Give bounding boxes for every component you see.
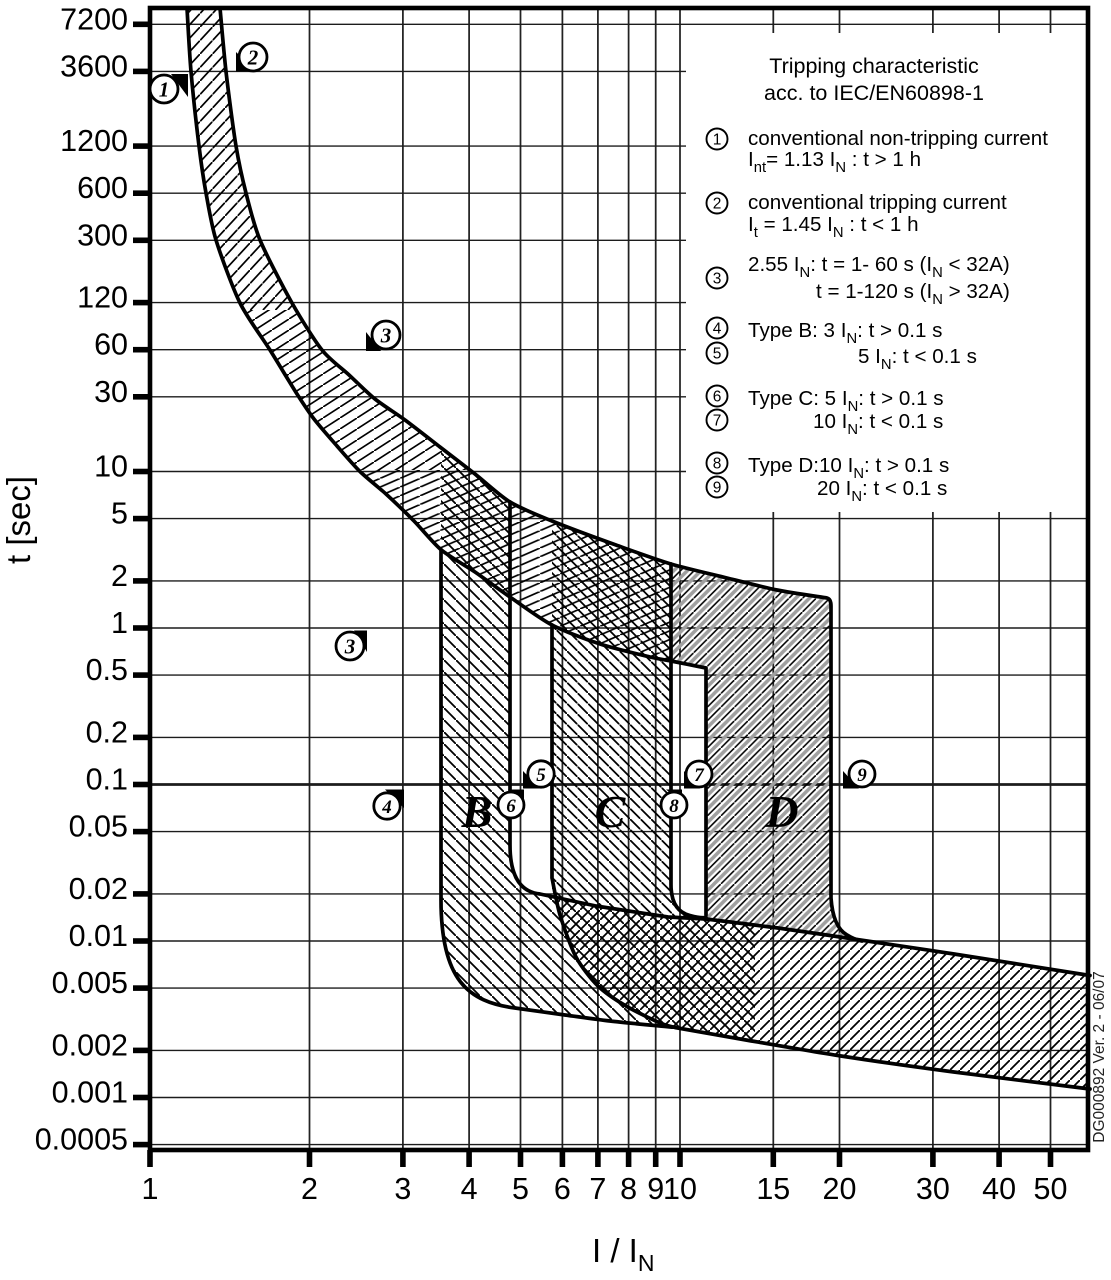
svg-text:0.005: 0.005 xyxy=(52,966,128,1000)
svg-text:5: 5 xyxy=(111,497,128,531)
svg-text:40: 40 xyxy=(982,1172,1016,1206)
svg-text:DG000892 Ver. 2 - 06/07: DG000892 Ver. 2 - 06/07 xyxy=(1091,971,1108,1142)
svg-text:5: 5 xyxy=(713,346,722,363)
svg-text:9: 9 xyxy=(857,765,867,786)
svg-text:3600: 3600 xyxy=(60,49,128,83)
svg-text:2: 2 xyxy=(713,196,722,213)
svg-text:B: B xyxy=(461,786,493,837)
svg-text:0.1: 0.1 xyxy=(86,763,128,797)
svg-text:2: 2 xyxy=(111,559,128,593)
svg-text:5: 5 xyxy=(512,1172,529,1206)
svg-text:4: 4 xyxy=(381,797,392,818)
svg-text:0.5: 0.5 xyxy=(86,653,128,687)
svg-text:C: C xyxy=(595,786,627,837)
svg-text:0.05: 0.05 xyxy=(69,810,128,844)
svg-text:1: 1 xyxy=(111,606,128,640)
svg-text:4: 4 xyxy=(713,321,722,338)
svg-text:3: 3 xyxy=(713,271,722,288)
svg-text:Int= 1.13 IN : t > 1 h: Int= 1.13 IN : t > 1 h xyxy=(748,148,921,176)
svg-text:5: 5 xyxy=(536,765,546,786)
svg-text:9: 9 xyxy=(647,1172,664,1206)
svg-text:10: 10 xyxy=(94,450,128,484)
svg-text:10: 10 xyxy=(663,1172,697,1206)
svg-text:9: 9 xyxy=(713,480,722,497)
svg-text:4: 4 xyxy=(461,1172,478,1206)
svg-text:0.01: 0.01 xyxy=(69,919,128,953)
svg-text:0.002: 0.002 xyxy=(52,1028,128,1062)
svg-text:3: 3 xyxy=(394,1172,411,1206)
svg-text:1: 1 xyxy=(142,1172,159,1206)
svg-text:15: 15 xyxy=(756,1172,790,1206)
svg-text:acc. to IEC/EN60898-1: acc. to IEC/EN60898-1 xyxy=(764,81,984,105)
svg-text:0.2: 0.2 xyxy=(86,715,128,749)
svg-text:1: 1 xyxy=(713,132,722,149)
svg-text:8: 8 xyxy=(713,456,722,473)
svg-text:conventional tripping current: conventional tripping current xyxy=(748,191,1007,214)
svg-text:60: 60 xyxy=(94,328,128,362)
svg-text:1: 1 xyxy=(159,78,170,102)
svg-text:20: 20 xyxy=(823,1172,857,1206)
svg-text:conventional non-tripping curr: conventional non-tripping current xyxy=(748,127,1048,150)
svg-text:600: 600 xyxy=(77,171,128,205)
svg-text:6: 6 xyxy=(554,1172,571,1206)
svg-text:300: 300 xyxy=(77,218,128,252)
svg-text:120: 120 xyxy=(77,281,128,315)
svg-text:2: 2 xyxy=(301,1172,318,1206)
svg-text:t [sec]: t [sec] xyxy=(0,476,37,564)
svg-text:50: 50 xyxy=(1034,1172,1068,1206)
svg-text:7: 7 xyxy=(713,413,722,430)
svg-text:D: D xyxy=(764,786,798,837)
svg-text:30: 30 xyxy=(94,375,128,409)
svg-text:1200: 1200 xyxy=(60,124,128,158)
svg-text:7200: 7200 xyxy=(60,2,128,36)
svg-text:8: 8 xyxy=(620,1172,637,1206)
svg-text:7: 7 xyxy=(589,1172,606,1206)
svg-text:7: 7 xyxy=(694,765,705,786)
svg-text:6: 6 xyxy=(506,796,516,817)
svg-text:0.02: 0.02 xyxy=(69,872,128,906)
svg-text:0.001: 0.001 xyxy=(52,1076,128,1110)
svg-text:6: 6 xyxy=(713,389,722,406)
svg-text:8: 8 xyxy=(669,796,679,817)
svg-text:0.0005: 0.0005 xyxy=(35,1123,128,1157)
svg-text:3: 3 xyxy=(344,635,356,659)
svg-text:Tripping characteristic: Tripping characteristic xyxy=(769,54,979,78)
svg-text:2: 2 xyxy=(247,46,259,70)
svg-text:30: 30 xyxy=(916,1172,950,1206)
svg-text:3: 3 xyxy=(380,324,392,348)
